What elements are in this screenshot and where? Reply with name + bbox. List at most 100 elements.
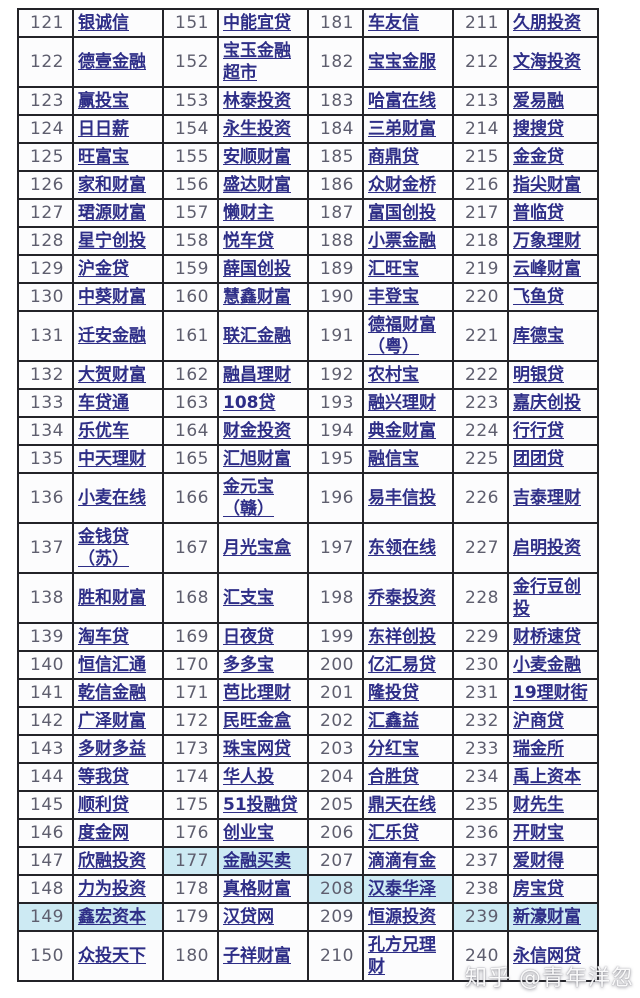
platform-link[interactable]: 金元宝（赣） xyxy=(223,477,274,519)
platform-link[interactable]: 库德宝 xyxy=(513,326,564,346)
platform-link[interactable]: 丰登宝 xyxy=(368,287,419,307)
platform-link[interactable]: 孔方兄理财 xyxy=(368,935,436,977)
platform-link[interactable]: 19理财街 xyxy=(513,683,588,703)
platform-link[interactable]: 大贺财富 xyxy=(78,365,146,385)
platform-link[interactable]: 众财金桥 xyxy=(368,175,436,195)
platform-link[interactable]: 万象理财 xyxy=(513,231,581,251)
platform-link[interactable]: 汉泰华泽 xyxy=(368,879,436,899)
platform-link[interactable]: 迁安金融 xyxy=(78,326,146,346)
platform-link[interactable]: 亿汇易贷 xyxy=(368,655,436,675)
platform-link[interactable]: 汉贷网 xyxy=(223,907,274,927)
platform-link[interactable]: 合胜贷 xyxy=(368,767,419,787)
platform-link[interactable]: 小票金融 xyxy=(368,231,436,251)
platform-link[interactable]: 顺利贷 xyxy=(78,795,129,815)
platform-link[interactable]: 东祥创投 xyxy=(368,627,436,647)
platform-link[interactable]: 51投融贷 xyxy=(223,795,298,815)
platform-link[interactable]: 财先生 xyxy=(513,795,564,815)
platform-link[interactable]: 汇乐贷 xyxy=(368,823,419,843)
platform-link[interactable]: 永信网贷 xyxy=(513,946,581,966)
platform-link[interactable]: 汇旺宝 xyxy=(368,259,419,279)
platform-link[interactable]: 汇旭财富 xyxy=(223,449,291,469)
platform-link[interactable]: 财桥速贷 xyxy=(513,627,581,647)
platform-link[interactable]: 隆投贷 xyxy=(368,683,419,703)
platform-link[interactable]: 富国创投 xyxy=(368,203,436,223)
platform-link[interactable]: 悦车贷 xyxy=(223,231,274,251)
platform-link[interactable]: 林泰投资 xyxy=(223,91,291,111)
platform-link[interactable]: 真格财富 xyxy=(223,879,291,899)
platform-link[interactable]: 鼎天在线 xyxy=(368,795,436,815)
platform-link[interactable]: 日日薪 xyxy=(78,119,129,139)
platform-link[interactable]: 多财多益 xyxy=(78,739,146,759)
platform-link[interactable]: 行行贷 xyxy=(513,421,564,441)
platform-link[interactable]: 车友信 xyxy=(368,13,419,33)
platform-link[interactable]: 银诚信 xyxy=(78,13,129,33)
platform-link[interactable]: 安顺财富 xyxy=(223,147,291,167)
platform-link[interactable]: 分红宝 xyxy=(368,739,419,759)
platform-link[interactable]: 度金网 xyxy=(78,823,129,843)
platform-link[interactable]: 典金财富 xyxy=(368,421,436,441)
platform-link[interactable]: 金融买卖 xyxy=(223,851,291,871)
platform-link[interactable]: 欣融投资 xyxy=(78,851,146,871)
platform-link[interactable]: 云峰财富 xyxy=(513,259,581,279)
platform-link[interactable]: 文海投资 xyxy=(513,52,581,72)
platform-link[interactable]: 沪金贷 xyxy=(78,259,129,279)
platform-link[interactable]: 融信宝 xyxy=(368,449,419,469)
platform-link[interactable]: 鑫宏资本 xyxy=(78,907,146,927)
platform-link[interactable]: 力为投资 xyxy=(78,879,146,899)
platform-link[interactable]: 久朋投资 xyxy=(513,13,581,33)
platform-link[interactable]: 民旺金盒 xyxy=(223,711,291,731)
platform-link[interactable]: 汇支宝 xyxy=(223,588,274,608)
platform-link[interactable]: 乐优车 xyxy=(78,421,129,441)
platform-link[interactable]: 禹上资本 xyxy=(513,767,581,787)
platform-link[interactable]: 赢投宝 xyxy=(78,91,129,111)
platform-link[interactable]: 团团贷 xyxy=(513,449,564,469)
platform-link[interactable]: 嘉庆创投 xyxy=(513,393,581,413)
platform-link[interactable]: 旺富宝 xyxy=(78,147,129,167)
platform-link[interactable]: 盛达财富 xyxy=(223,175,291,195)
platform-link[interactable]: 新濠财富 xyxy=(513,907,581,927)
platform-link[interactable]: 乾信金融 xyxy=(78,683,146,703)
platform-link[interactable]: 中天理财 xyxy=(78,449,146,469)
platform-link[interactable]: 子祥财富 xyxy=(223,946,291,966)
platform-link[interactable]: 联汇金融 xyxy=(223,326,291,346)
platform-link[interactable]: 家和财富 xyxy=(78,175,146,195)
platform-link[interactable]: 启明投资 xyxy=(513,538,581,558)
platform-link[interactable]: 财金投资 xyxy=(223,421,291,441)
platform-link[interactable]: 指尖财富 xyxy=(513,175,581,195)
platform-link[interactable]: 珠宝网贷 xyxy=(223,739,291,759)
platform-link[interactable]: 明银贷 xyxy=(513,365,564,385)
platform-link[interactable]: 瑞金所 xyxy=(513,739,564,759)
platform-link[interactable]: 中能宜贷 xyxy=(223,13,291,33)
platform-link[interactable]: 恒信汇通 xyxy=(78,655,146,675)
platform-link[interactable]: 易丰信投 xyxy=(368,488,436,508)
platform-link[interactable]: 众投天下 xyxy=(78,946,146,966)
platform-link[interactable]: 多多宝 xyxy=(223,655,274,675)
platform-link[interactable]: 爱财得 xyxy=(513,851,564,871)
platform-link[interactable]: 融昌理财 xyxy=(223,365,291,385)
platform-link[interactable]: 淘车贷 xyxy=(78,627,129,647)
platform-link[interactable]: 商鼎贷 xyxy=(368,147,419,167)
platform-link[interactable]: 金金贷 xyxy=(513,147,564,167)
platform-link[interactable]: 德福财富（粤） xyxy=(368,315,436,357)
platform-link[interactable]: 汇鑫益 xyxy=(368,711,419,731)
platform-link[interactable]: 三弟财富 xyxy=(368,119,436,139)
platform-link[interactable]: 金钱贷（苏） xyxy=(78,527,129,569)
platform-link[interactable]: 广泽财富 xyxy=(78,711,146,731)
platform-link[interactable]: 慧鑫财富 xyxy=(223,287,291,307)
platform-link[interactable]: 车贷通 xyxy=(78,393,129,413)
platform-link[interactable]: 宝宝金服 xyxy=(368,52,436,72)
platform-link[interactable]: 乔泰投资 xyxy=(368,588,436,608)
platform-link[interactable]: 芭比理财 xyxy=(223,683,291,703)
platform-link[interactable]: 中葵财富 xyxy=(78,287,146,307)
platform-link[interactable]: 融兴理财 xyxy=(368,393,436,413)
platform-link[interactable]: 爱易融 xyxy=(513,91,564,111)
platform-link[interactable]: 沪商贷 xyxy=(513,711,564,731)
platform-link[interactable]: 哈富在线 xyxy=(368,91,436,111)
platform-link[interactable]: 懒财主 xyxy=(223,203,274,223)
platform-link[interactable]: 滴滴有金 xyxy=(368,851,436,871)
platform-link[interactable]: 农村宝 xyxy=(368,365,419,385)
platform-link[interactable]: 宝玉金融超市 xyxy=(223,41,291,83)
platform-link[interactable]: 房宝贷 xyxy=(513,879,564,899)
platform-link[interactable]: 吉泰理财 xyxy=(513,488,581,508)
platform-link[interactable]: 恒源投资 xyxy=(368,907,436,927)
